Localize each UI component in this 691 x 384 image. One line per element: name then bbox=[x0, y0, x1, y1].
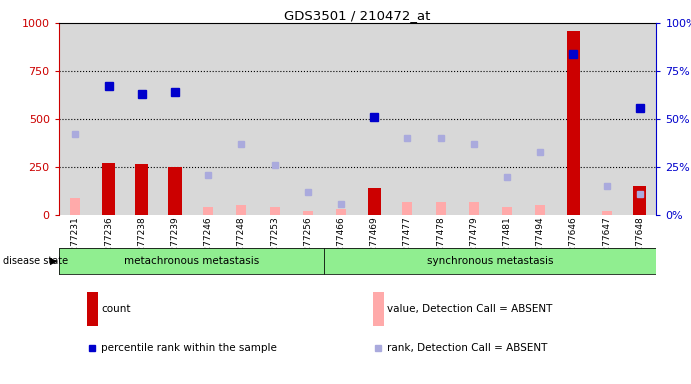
Bar bbox=[86, 292, 98, 326]
Bar bbox=[324, 23, 357, 215]
Text: synchronous metastasis: synchronous metastasis bbox=[427, 256, 553, 266]
Bar bbox=[135, 164, 149, 215]
Bar bbox=[590, 23, 623, 215]
Bar bbox=[191, 23, 225, 215]
Text: count: count bbox=[102, 304, 131, 314]
Bar bbox=[567, 31, 580, 215]
Bar bbox=[602, 211, 612, 215]
Bar bbox=[59, 248, 324, 274]
Bar bbox=[524, 23, 557, 215]
Bar bbox=[391, 23, 424, 215]
Bar bbox=[303, 211, 313, 215]
Bar bbox=[125, 23, 158, 215]
Text: value, Detection Call = ABSENT: value, Detection Call = ABSENT bbox=[388, 304, 553, 314]
Bar bbox=[536, 205, 545, 215]
Bar bbox=[291, 23, 324, 215]
Bar bbox=[435, 202, 446, 215]
Bar bbox=[225, 23, 258, 215]
Title: GDS3501 / 210472_at: GDS3501 / 210472_at bbox=[285, 9, 430, 22]
Bar bbox=[258, 23, 291, 215]
Bar bbox=[368, 188, 381, 215]
Bar bbox=[59, 23, 92, 215]
Bar bbox=[468, 202, 479, 215]
Bar bbox=[70, 198, 80, 215]
Text: metachronous metastasis: metachronous metastasis bbox=[124, 256, 259, 266]
Text: rank, Detection Call = ABSENT: rank, Detection Call = ABSENT bbox=[388, 343, 548, 353]
Bar bbox=[357, 23, 391, 215]
Bar bbox=[269, 207, 280, 215]
Bar bbox=[203, 207, 213, 215]
Bar bbox=[502, 207, 512, 215]
Bar bbox=[491, 23, 524, 215]
Bar bbox=[102, 163, 115, 215]
Bar bbox=[158, 23, 191, 215]
Bar bbox=[402, 202, 413, 215]
Bar bbox=[633, 186, 647, 215]
Text: disease state: disease state bbox=[3, 256, 68, 266]
Bar bbox=[372, 292, 384, 326]
Text: percentile rank within the sample: percentile rank within the sample bbox=[102, 343, 277, 353]
Bar bbox=[324, 248, 656, 274]
Bar bbox=[336, 209, 346, 215]
Bar bbox=[92, 23, 125, 215]
Bar bbox=[623, 23, 656, 215]
Bar bbox=[424, 23, 457, 215]
Bar bbox=[236, 205, 247, 215]
Bar bbox=[457, 23, 491, 215]
Bar bbox=[557, 23, 590, 215]
Bar bbox=[169, 167, 182, 215]
Text: ▶: ▶ bbox=[50, 256, 57, 266]
